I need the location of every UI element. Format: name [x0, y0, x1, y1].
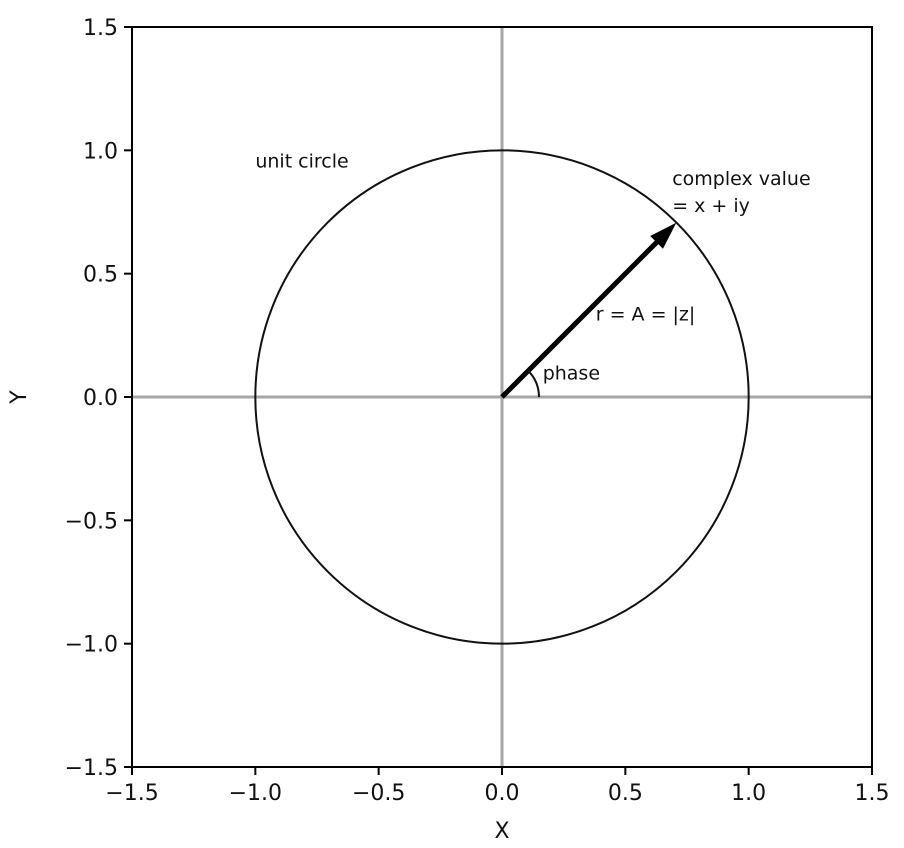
- annotation-phase: phase: [543, 363, 600, 385]
- y-tick-label: 1.0: [83, 139, 118, 164]
- vector-arrowhead: [650, 222, 677, 249]
- annotation-r: r = A = |z|: [596, 304, 696, 326]
- y-tick-label: −0.5: [65, 509, 118, 534]
- annotation-cv2: = x + iy: [672, 195, 750, 217]
- vector-shaft: [500, 239, 660, 399]
- x-tick-label: 0.0: [485, 781, 520, 806]
- unit-circle: [254, 149, 750, 645]
- x-tick-label: 1.0: [731, 781, 766, 806]
- y-tick-label: −1.5: [65, 756, 118, 781]
- x-tick-label: −1.0: [229, 781, 282, 806]
- x-tick-label: 0.5: [608, 781, 643, 806]
- x-tick-label: −1.5: [105, 781, 158, 806]
- phase-arc: [527, 370, 540, 398]
- x-axis-label: X: [494, 819, 509, 844]
- x-tick-label: −0.5: [352, 781, 405, 806]
- annotation-unit: unit circle: [255, 151, 348, 173]
- y-axis-label: Y: [7, 390, 32, 405]
- annotation-cv1: complex value: [672, 168, 810, 190]
- y-tick-label: 1.5: [83, 16, 118, 41]
- x-tick-label: 1.5: [855, 781, 890, 806]
- y-tick-label: 0.5: [83, 263, 118, 288]
- y-tick-label: 0.0: [83, 386, 118, 411]
- y-tick-label: −1.0: [65, 633, 118, 658]
